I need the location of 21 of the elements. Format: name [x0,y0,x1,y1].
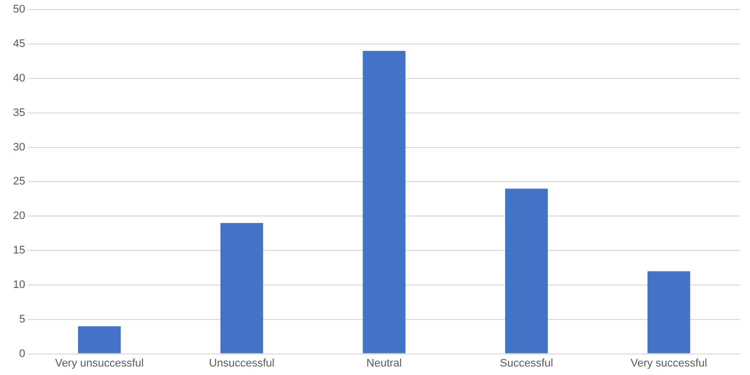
x-tick-label: Successful [500,357,554,370]
y-tick-label: 0 [19,348,26,360]
y-tick-label: 5 [19,313,26,326]
bar [505,188,548,354]
bar [362,50,406,354]
y-tick-label: 10 [12,278,26,291]
y-tick-label: 30 [12,141,26,154]
y-tick-label: 20 [12,210,26,222]
bar [220,223,264,354]
bar [647,271,690,354]
y-tick-label: 25 [12,176,26,188]
x-tick-label: Very unsuccessful [55,357,144,370]
x-tick-label: Very successful [630,357,708,370]
bar [78,326,121,354]
x-tick-label: Neutral [366,357,402,370]
y-tick-label: 15 [12,244,26,257]
y-tick-label: 40 [12,72,26,84]
x-tick-label: Unsuccessful [209,357,274,370]
y-tick-label: 45 [12,38,26,50]
y-tick-label: 35 [12,106,26,119]
y-tick-label: 50 [12,4,26,16]
